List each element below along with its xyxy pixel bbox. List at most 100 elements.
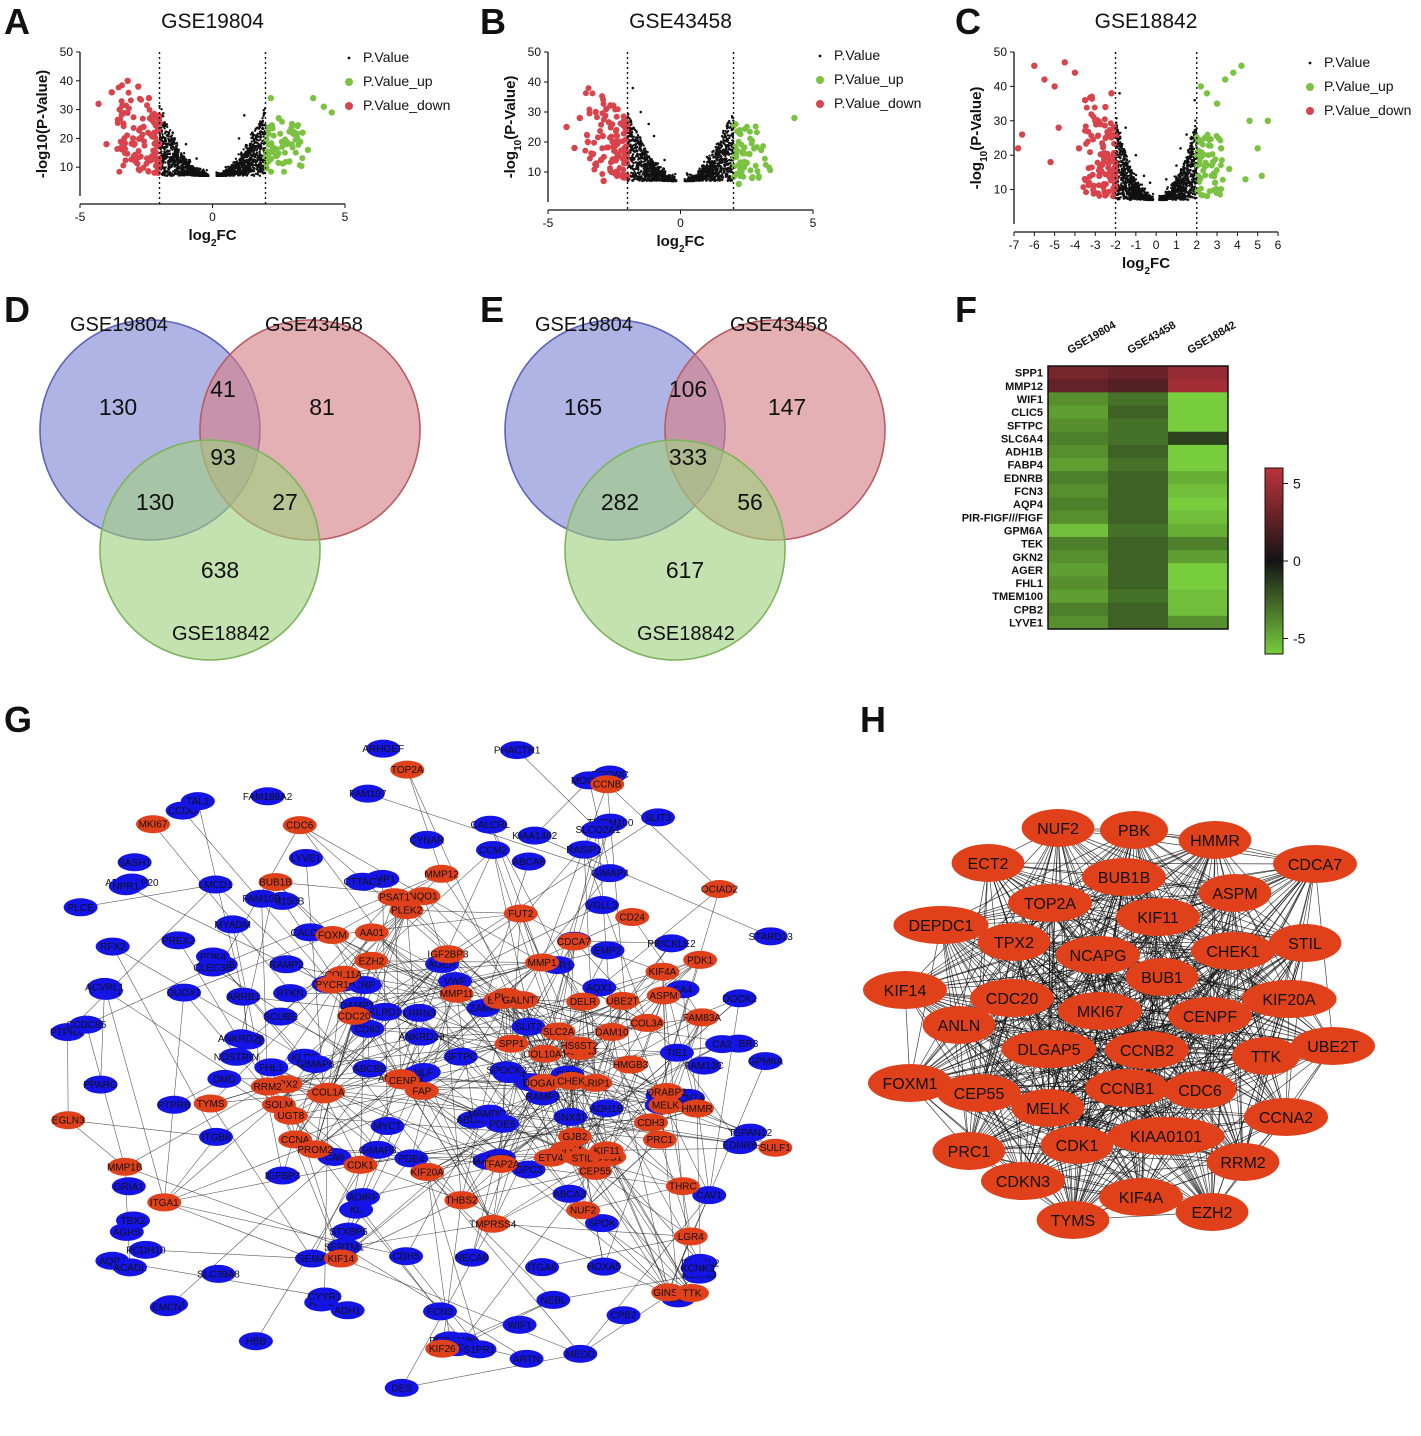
gene-node-rtkn: RTKN [273,984,308,1003]
data-point [124,77,131,85]
node-ellipse [298,1055,333,1074]
node-label: ACADL [113,1263,147,1274]
heat-cell [1048,431,1109,446]
edge [400,962,543,1079]
node-label: KIF11 [1137,910,1179,927]
node-ellipse [503,904,538,923]
hub-node-cdk1: CDK1 [1040,1126,1114,1164]
edge [570,1080,684,1187]
edge [665,1105,710,1196]
data-point [108,89,116,96]
node-ellipse [439,984,474,1003]
node-label: OCIAD2 [701,885,739,896]
gene-node-fam189a2: FAM189A2 [243,787,293,806]
hub-node-kiaa0101: KIAA0101 [1107,1117,1225,1155]
node-label: DAMP1 [340,1001,375,1012]
legend-marker [1306,83,1314,91]
node-ellipse [69,1015,104,1034]
edge [461,996,508,1201]
data-point [571,144,578,152]
node-label: GIMAP8 [359,1145,397,1156]
x-tick-label: -3 [1090,238,1101,252]
node-label: CEP55 [579,1166,611,1177]
gene-node-mmp1: MMP1 [525,953,560,972]
edge [323,1094,361,1165]
gene-node-klrd1: KLRD1 [368,1002,403,1021]
node-ellipse [83,1075,118,1094]
edge [558,941,575,1032]
edge [667,1236,692,1293]
data-point [116,106,123,113]
node-ellipse [494,1034,529,1053]
row-label: GPM6A [1004,525,1043,537]
edge [367,1026,529,1030]
node-label: HS6ST2 [560,1041,598,1052]
node-label: KL [350,1205,363,1216]
region-count-bc: 56 [737,489,763,515]
node-label: ANLN [938,1018,981,1035]
node-label: SFTPC [444,1052,477,1063]
hub-node-bub1: BUB1 [1125,958,1199,996]
data-point [1081,96,1089,104]
gene-node-etv4: ETV4 [533,1148,568,1167]
gene-node-tfap2a: TFAP2A [482,1154,520,1173]
node-label: FAM83A [683,1013,722,1024]
node-label: NUF2 [570,1206,597,1217]
node-label: ANKRD29 [398,1032,445,1043]
ns-point-cloud [1080,93,1226,202]
data-point [1047,158,1054,166]
node-label: MAMDC2 [468,1109,512,1120]
data-point [592,108,599,116]
gene-node-kcnk3: KCNK3 [680,1259,715,1278]
edge [170,1156,335,1305]
node-ellipse [409,830,444,849]
gene-node-dmd: DMD [207,1069,242,1088]
edge [348,1158,412,1232]
edge [332,934,457,995]
series-p-value [1118,91,1197,185]
node-label: HMMR [1190,833,1240,850]
gene-node-hs6st2: HS6ST2 [560,1036,599,1055]
node-ellipse [654,934,689,953]
edge [271,1067,490,1162]
data-point [1179,147,1182,150]
hub-node-cdc6: CDC6 [1163,1071,1237,1109]
node-ellipse [476,840,511,859]
node-ellipse [95,937,130,956]
node-label: DEPDC1 [909,918,974,935]
node-ellipse [648,1096,683,1115]
heat-cell [1168,602,1229,617]
node-ellipse [528,1044,563,1063]
node-label: ABLIM1 [456,1115,492,1126]
node-label: SPP1 [499,1039,525,1050]
heat-cell [1048,510,1109,525]
node-ellipse [244,889,279,908]
legend-label: P.Value [834,47,880,63]
edge [421,1090,776,1149]
node-label: CDC20 [986,991,1039,1008]
data-point [121,149,129,156]
node-ellipse [692,1186,727,1205]
gene-node-myct: MYCT [370,1117,405,1136]
node-label: CALCRL [471,820,511,831]
node-ellipse [556,932,591,951]
colorbar-tick-label: 0 [1293,553,1301,569]
node-label: ITGB8 [202,1132,231,1143]
edge [164,1053,546,1203]
gene-node-bub1b: BUB1B [258,873,293,892]
node-label: KIF11 [594,1146,620,1157]
edge [411,996,508,1159]
data-point [735,180,742,188]
node-ellipse [485,1114,520,1133]
node-label: CLEC3B [193,963,232,974]
gene-node-emp2: EMP2 [590,941,625,960]
node-ellipse [589,1141,624,1160]
gene-node-thrc: THRC [665,1177,700,1196]
node-label: CALCRL [291,928,331,939]
gene-node-col10a1: COL10A1 [523,1044,568,1063]
region-count-b-only: 147 [768,394,806,420]
gene-node-slc39a8: SLC39A8 [197,1264,240,1283]
gene-node-melk: MELK [648,1096,683,1115]
venn-circle-3 [564,439,786,661]
